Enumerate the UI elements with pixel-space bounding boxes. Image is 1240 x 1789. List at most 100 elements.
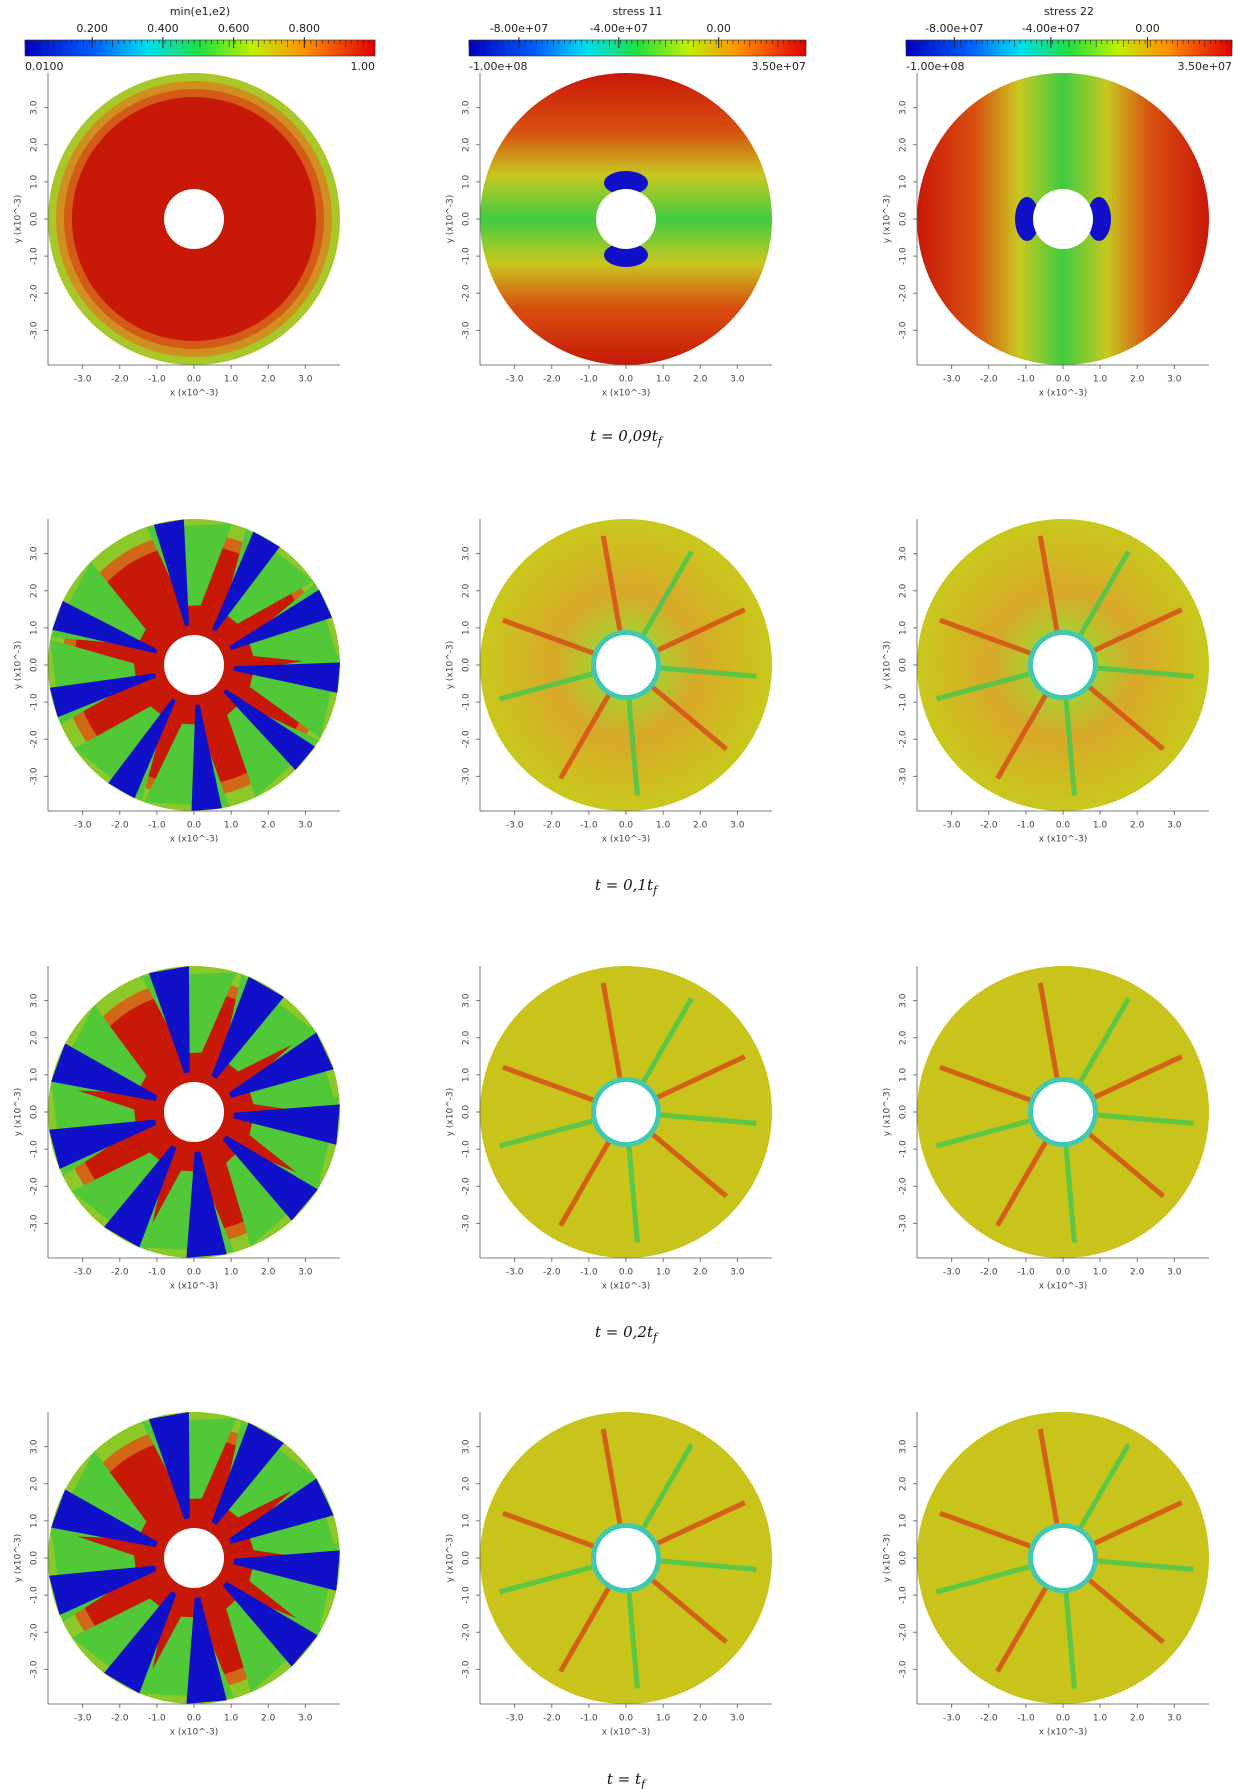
- y-tick-label: 3.0: [462, 993, 472, 1008]
- y-tick-label: 0.0: [462, 1551, 472, 1566]
- x-tick-label: -1.0: [148, 1714, 166, 1724]
- y-tick-label: -2.0: [30, 1623, 40, 1641]
- caption-subscript: f: [640, 1778, 647, 1789]
- x-tick-label: -1.0: [1017, 1268, 1035, 1278]
- colorbar-tick-label: -4.00e+07: [590, 22, 648, 35]
- x-axis-label: x (x10^-3): [1039, 389, 1088, 399]
- field-plot: [48, 1412, 340, 1704]
- y-tick-label: -1.0: [462, 1586, 472, 1604]
- colorbar-tick-label: 0.200: [76, 22, 108, 35]
- y-tick-label: -3.0: [30, 321, 40, 339]
- x-tick-label: -2.0: [980, 1268, 998, 1278]
- caption-text: t = 0,09t: [590, 427, 659, 445]
- x-tick-label: -3.0: [506, 1268, 524, 1278]
- x-tick-label: 0.0: [1056, 1268, 1071, 1278]
- y-tick-label: 1.0: [30, 174, 40, 189]
- y-tick-label: -1.0: [899, 1140, 909, 1158]
- x-tick-label: -3.0: [506, 1714, 524, 1724]
- x-axis-label: x (x10^-3): [602, 835, 651, 845]
- x-tick-label: -2.0: [543, 821, 561, 831]
- hole: [164, 1082, 224, 1142]
- y-tick-label: 2.0: [30, 1476, 40, 1491]
- colorbar-tick-label: -8.00e+07: [490, 22, 548, 35]
- x-tick-label: -3.0: [74, 821, 92, 831]
- y-tick-label: 2.0: [462, 1476, 472, 1491]
- field-plot: [48, 73, 340, 365]
- x-tick-label: 1.0: [656, 1268, 671, 1278]
- hole: [1033, 1528, 1093, 1588]
- y-tick-label: -2.0: [462, 1177, 472, 1195]
- colorbar-tick-label: -4.00e+07: [1022, 22, 1080, 35]
- x-tick-label: 1.0: [656, 375, 671, 385]
- x-tick-label: 0.0: [187, 1714, 202, 1724]
- x-tick-label: -3.0: [74, 1268, 92, 1278]
- y-tick-label: -1.0: [899, 1586, 909, 1604]
- field-plot: [917, 519, 1209, 811]
- x-axis-label: x (x10^-3): [602, 389, 651, 399]
- y-tick-label: -3.0: [30, 1214, 40, 1232]
- x-tick-label: 3.0: [1167, 1268, 1182, 1278]
- y-tick-label: -3.0: [899, 767, 909, 785]
- x-tick-label: 1.0: [224, 1714, 239, 1724]
- y-tick-label: -2.0: [899, 730, 909, 748]
- x-tick-label: -2.0: [111, 1268, 129, 1278]
- field-plot: [480, 966, 772, 1258]
- caption-text: t = 0,1t: [595, 876, 654, 894]
- x-tick-label: 0.0: [619, 821, 634, 831]
- colorbar-tick-label: -8.00e+07: [925, 22, 983, 35]
- y-tick-label: -2.0: [462, 1623, 472, 1641]
- x-tick-label: 0.0: [187, 375, 202, 385]
- colorbar-title: stress 22: [1044, 5, 1094, 18]
- hole: [164, 189, 224, 249]
- field-plot: [48, 966, 340, 1258]
- y-tick-label: 1.0: [462, 1513, 472, 1528]
- x-tick-label: -3.0: [74, 375, 92, 385]
- y-axis-label: y (x10^-3): [883, 1534, 893, 1583]
- y-tick-label: 2.0: [899, 137, 909, 152]
- hole: [1033, 1082, 1093, 1142]
- x-tick-label: 3.0: [298, 821, 313, 831]
- x-tick-label: 3.0: [1167, 1714, 1182, 1724]
- y-tick-label: -2.0: [899, 1623, 909, 1641]
- caption: t = tf: [607, 1770, 647, 1789]
- y-tick-label: 2.0: [30, 1030, 40, 1045]
- y-tick-label: 0.0: [462, 1105, 472, 1120]
- y-tick-label: -1.0: [462, 247, 472, 265]
- y-tick-label: 0.0: [899, 1551, 909, 1566]
- y-tick-label: 1.0: [899, 1067, 909, 1082]
- x-tick-label: 2.0: [1130, 1714, 1145, 1724]
- y-tick-label: -1.0: [30, 1586, 40, 1604]
- x-axis-label: x (x10^-3): [170, 835, 219, 845]
- field-plot: [480, 73, 772, 365]
- x-tick-label: -1.0: [1017, 1714, 1035, 1724]
- page: { "colorbars": [ {"title": "min(e1,e2)",…: [0, 0, 1240, 1789]
- colorbar-max-label: 3.50e+07: [1178, 60, 1232, 73]
- hole: [596, 1082, 656, 1142]
- x-tick-label: -1.0: [580, 821, 598, 831]
- x-tick-label: 3.0: [730, 1268, 745, 1278]
- y-tick-label: 1.0: [899, 1513, 909, 1528]
- y-tick-label: 3.0: [462, 546, 472, 561]
- y-tick-label: 1.0: [899, 620, 909, 635]
- x-tick-label: -1.0: [148, 375, 166, 385]
- x-axis-label: x (x10^-3): [602, 1282, 651, 1292]
- x-tick-label: 0.0: [187, 1268, 202, 1278]
- y-tick-label: 1.0: [30, 620, 40, 635]
- y-tick-label: 3.0: [899, 1439, 909, 1454]
- x-tick-label: -1.0: [1017, 821, 1035, 831]
- x-tick-label: 0.0: [1056, 375, 1071, 385]
- x-tick-label: -2.0: [543, 1714, 561, 1724]
- y-tick-label: -2.0: [30, 730, 40, 748]
- x-tick-label: -2.0: [111, 375, 129, 385]
- caption-subscript: f: [652, 1331, 659, 1344]
- x-tick-label: 2.0: [261, 375, 276, 385]
- x-tick-label: 1.0: [224, 375, 239, 385]
- y-tick-label: 0.0: [30, 658, 40, 673]
- field-plot: [48, 519, 340, 811]
- x-tick-label: 0.0: [619, 375, 634, 385]
- caption: t = 0,2tf: [595, 1323, 659, 1344]
- y-tick-label: 3.0: [899, 993, 909, 1008]
- y-tick-label: -1.0: [462, 1140, 472, 1158]
- y-tick-label: 3.0: [899, 100, 909, 115]
- y-tick-label: -1.0: [462, 693, 472, 711]
